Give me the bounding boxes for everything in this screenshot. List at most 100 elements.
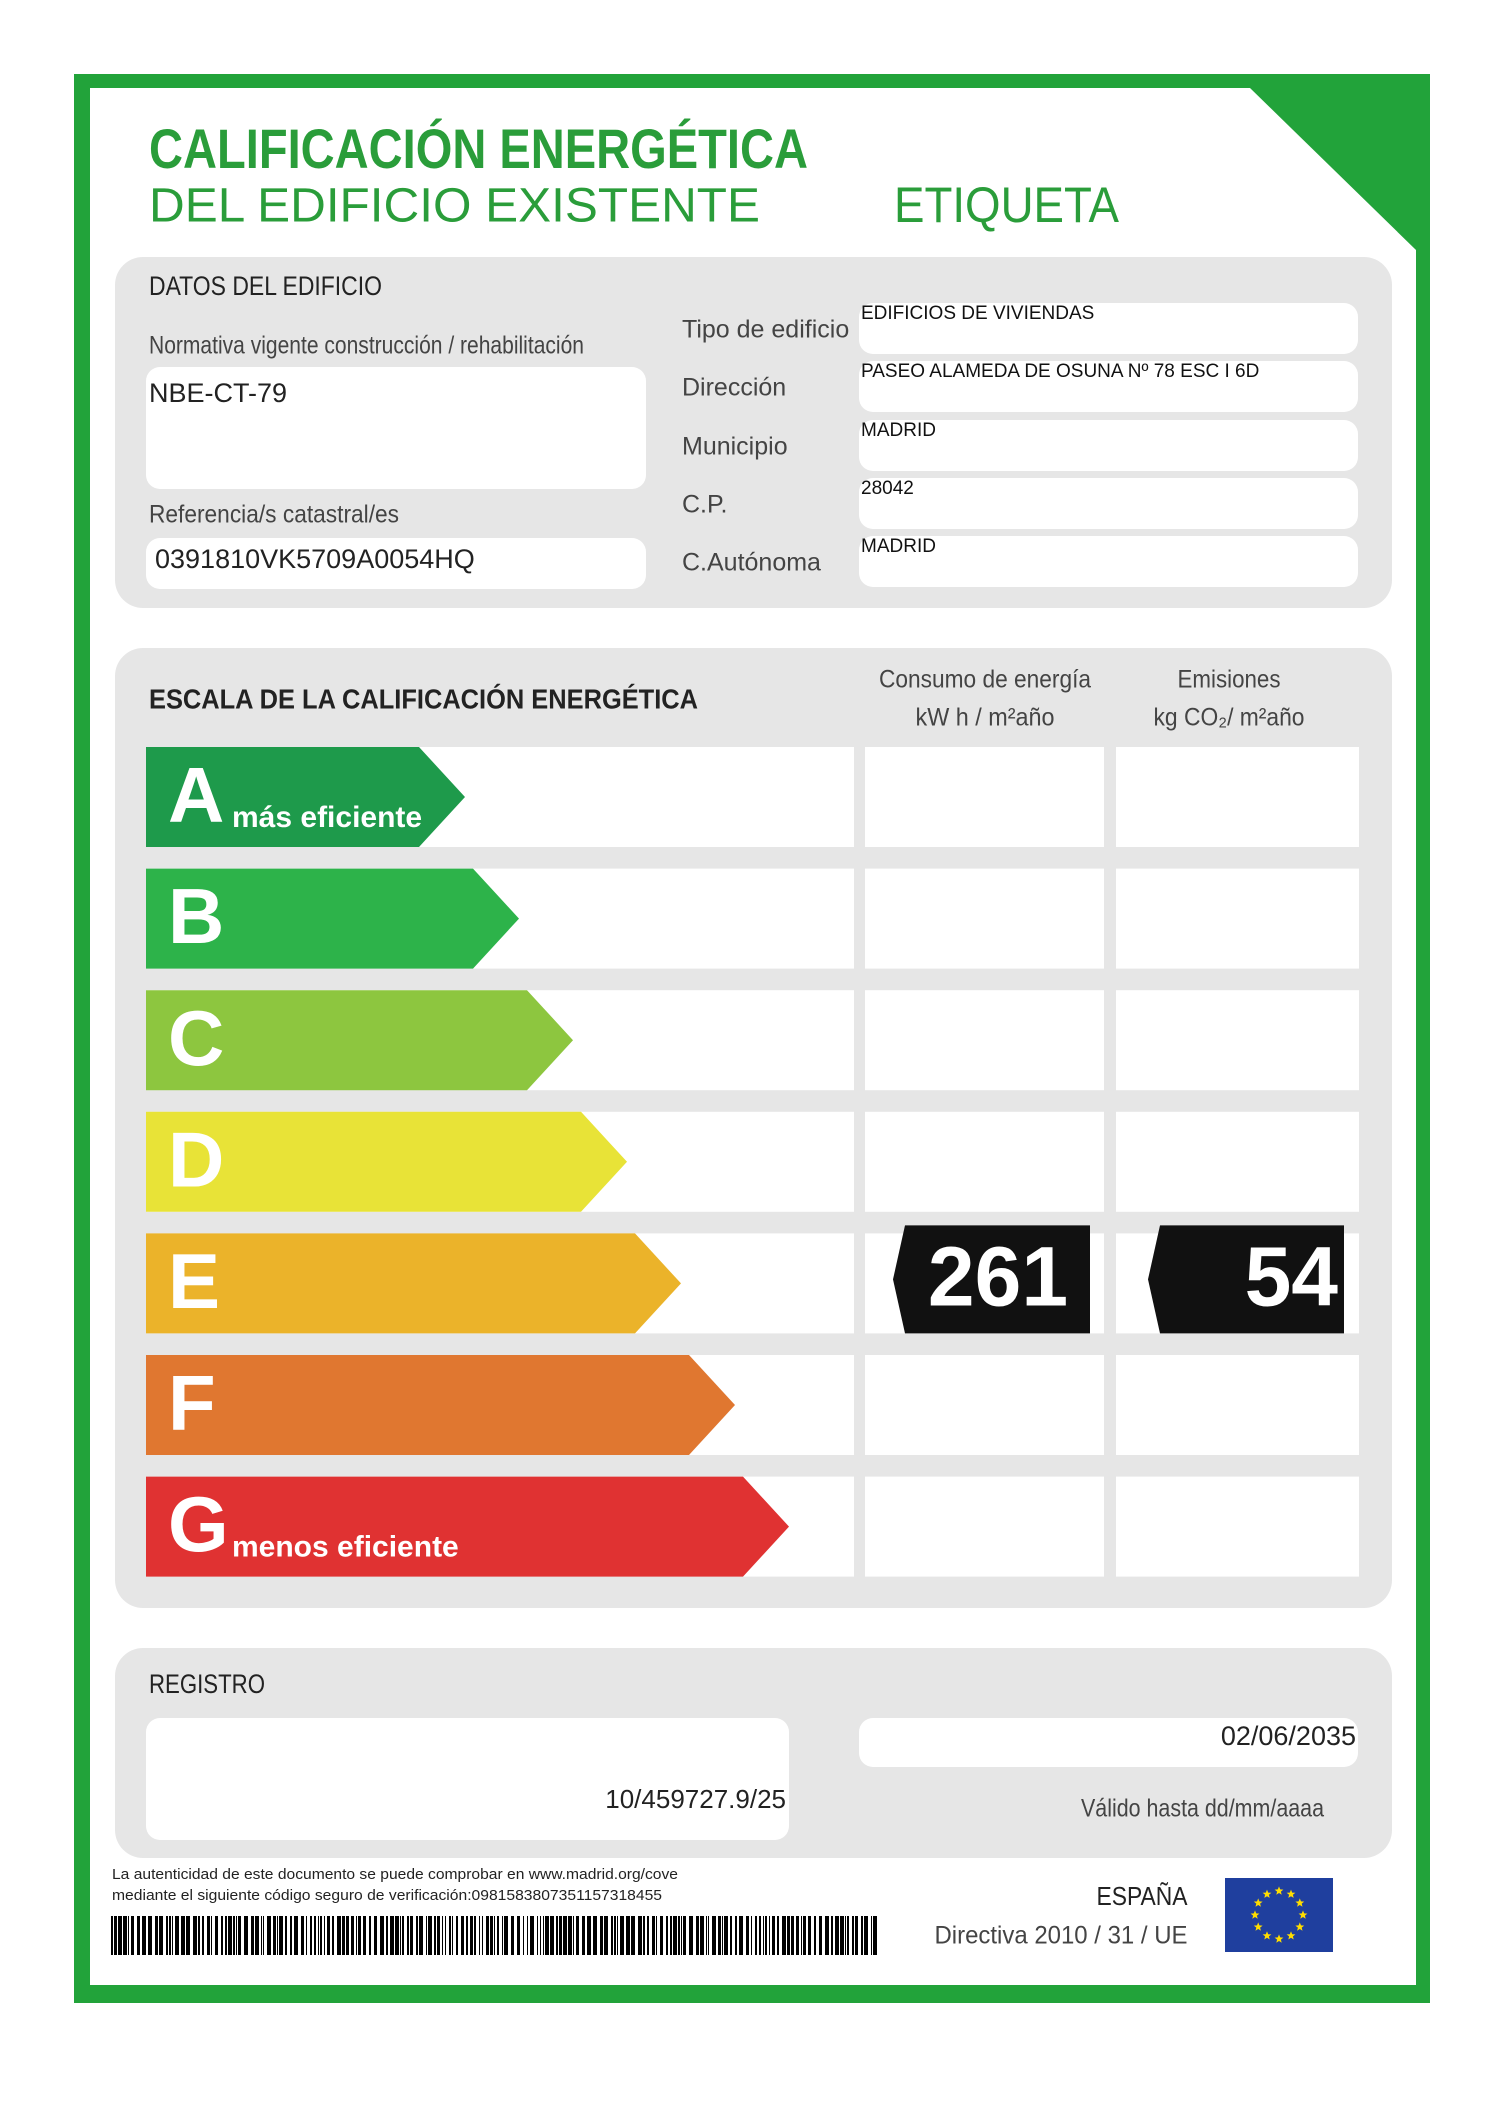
barcode-bar (791, 1916, 794, 1955)
barcode-bar (198, 1916, 200, 1955)
barcode-bar (527, 1916, 528, 1955)
barcode-bar (437, 1916, 440, 1955)
rating-arrow (146, 1233, 681, 1334)
barcode-bar (568, 1916, 572, 1955)
barcode-bar (511, 1916, 514, 1955)
rating-letter: A (168, 751, 224, 839)
barcode-bar (871, 1916, 872, 1955)
barcode-bar (600, 1916, 603, 1955)
barcode-bar (681, 1916, 682, 1955)
rating-letter: C (168, 994, 224, 1082)
barcode-bar (159, 1916, 163, 1955)
barcode-bar (582, 1916, 585, 1955)
emisiones-header: Emisiones (1178, 666, 1281, 694)
field-value: PASEO ALAMEDA DE OSUNA Nº 78 ESC I 6D (861, 361, 1259, 382)
barcode-bar (777, 1916, 779, 1955)
barcode-bar (238, 1916, 241, 1955)
emisiones-tag (1148, 1225, 1344, 1334)
barcode-bar (324, 1916, 325, 1955)
field-box (859, 536, 1358, 587)
barcode-bar (656, 1916, 657, 1955)
emisiones-cell (1116, 1111, 1359, 1212)
barcode-bar (290, 1916, 292, 1955)
barcode-bar (556, 1916, 558, 1955)
barcode-bar (461, 1916, 464, 1955)
barcode-bar (563, 1916, 567, 1955)
barcode-bar (825, 1916, 829, 1955)
barcode-bar (696, 1916, 699, 1955)
barcode-bar (751, 1916, 752, 1955)
rating-letter: D (168, 1115, 224, 1203)
barcode-bar (666, 1916, 668, 1955)
barcode-bar (530, 1916, 534, 1955)
barcode-bar (587, 1916, 591, 1955)
barcode-bar (332, 1916, 334, 1955)
barcode-bar (426, 1916, 427, 1955)
emisiones-cell (1116, 990, 1359, 1091)
emisiones-cell (1116, 1476, 1359, 1577)
registro-box (146, 1718, 789, 1840)
normativa-label: Normativa vigente construcción / rehabil… (149, 332, 584, 360)
barcode-bar (497, 1916, 499, 1955)
barcode-bar (724, 1916, 728, 1955)
barcode-bar (452, 1916, 453, 1955)
field-value: MADRID (861, 536, 936, 557)
barcode-bar (855, 1916, 858, 1955)
barcode-bar (852, 1916, 854, 1955)
barcode-bar (277, 1916, 278, 1955)
title: CALIFICACIÓN ENERGÉTICA (149, 117, 808, 180)
barcode-bar (670, 1916, 672, 1955)
rating-arrow (146, 1111, 627, 1212)
barcode-bar (390, 1916, 394, 1955)
eu-star (1286, 1931, 1296, 1940)
consumo-unit: kW h / m²año (916, 704, 1055, 732)
barcode-bar (123, 1916, 127, 1955)
barcode-bar (142, 1916, 146, 1955)
barcode-bar (803, 1916, 806, 1955)
barcode-bar (831, 1916, 833, 1955)
barcode-bar (261, 1916, 262, 1955)
rating-arrow (146, 990, 573, 1091)
barcode-bar (631, 1916, 635, 1955)
subtitle: DEL EDIFICIO EXISTENTE (149, 180, 760, 233)
barcode-bar (718, 1916, 721, 1955)
barcode-bar (673, 1916, 677, 1955)
barcode-bar (864, 1916, 868, 1955)
barcode-bar (419, 1916, 423, 1955)
barcode-bar (840, 1916, 844, 1955)
barcode-bar (456, 1916, 458, 1955)
tag: ETIQUETA (894, 177, 1120, 233)
rating-letter: F (168, 1359, 216, 1447)
barcode-bar (620, 1916, 624, 1955)
barcode-bar (730, 1916, 732, 1955)
barcode-bar (402, 1916, 404, 1955)
consumo-header: Consumo de energía (879, 666, 1091, 694)
barcode-bar (861, 1916, 863, 1955)
barcode-bar (759, 1916, 761, 1955)
barcode-bar (346, 1916, 349, 1955)
rating-arrow (146, 747, 465, 847)
referencia-label: Referencia/s catastral/es (149, 501, 399, 529)
field-box (859, 420, 1358, 471)
eu-star (1253, 1898, 1263, 1907)
barcode-bar (244, 1916, 248, 1955)
barcode-bar (504, 1916, 508, 1955)
eu-star (1286, 1889, 1296, 1898)
barcode-bar (356, 1916, 357, 1955)
barcode-bar (611, 1916, 613, 1955)
normativa-box (146, 367, 646, 489)
barcode-bar (543, 1916, 544, 1955)
barcode-bar (351, 1916, 354, 1955)
barcode-bar (118, 1916, 122, 1955)
footer-note: La autenticidad de este documento se pue… (112, 1866, 678, 1883)
barcode-bar (494, 1916, 495, 1955)
barcode-bar (428, 1916, 432, 1955)
field-box (859, 303, 1358, 354)
barcode-bar (470, 1916, 473, 1955)
barcode-bar (700, 1916, 704, 1955)
barcode-bar (306, 1916, 307, 1955)
barcode-bar (796, 1916, 799, 1955)
barcode-bar (181, 1916, 185, 1955)
barcode-bar (228, 1916, 232, 1955)
consumo-value: 261 (928, 1230, 1068, 1324)
